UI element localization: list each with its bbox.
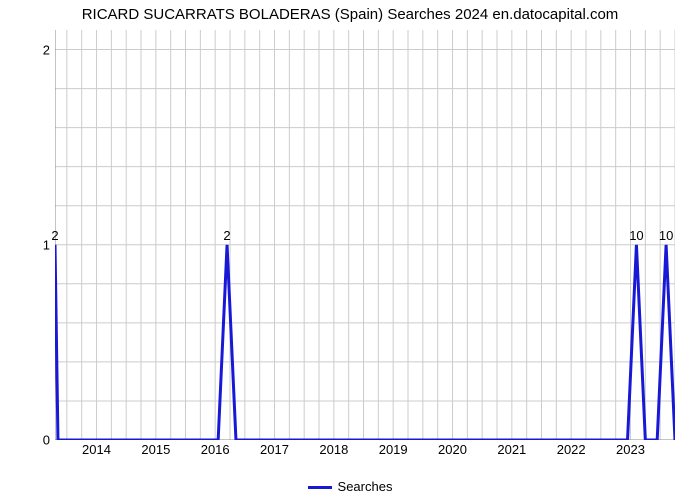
x-tick-label: 2021 <box>497 442 526 457</box>
x-tick-label: 2020 <box>438 442 467 457</box>
y-tick-label: 1 <box>43 237 50 252</box>
plot-area <box>55 30 675 440</box>
x-tick-label: 2014 <box>82 442 111 457</box>
peak-value-label: 10 <box>659 228 673 243</box>
x-tick-label: 2023 <box>616 442 645 457</box>
x-tick-label: 2016 <box>201 442 230 457</box>
peak-value-label: 10 <box>629 228 643 243</box>
data-line <box>55 245 675 440</box>
peak-value-label: 2 <box>51 228 58 243</box>
legend: Searches <box>0 479 700 494</box>
x-tick-label: 2015 <box>141 442 170 457</box>
legend-swatch <box>308 486 332 489</box>
y-tick-label: 2 <box>43 42 50 57</box>
chart-container: RICARD SUCARRATS BOLADERAS (Spain) Searc… <box>0 0 700 500</box>
peak-value-label: 2 <box>223 228 230 243</box>
chart-title: RICARD SUCARRATS BOLADERAS (Spain) Searc… <box>0 6 700 23</box>
x-tick-label: 2017 <box>260 442 289 457</box>
y-tick-label: 0 <box>43 433 50 448</box>
x-tick-label: 2018 <box>319 442 348 457</box>
x-tick-label: 2022 <box>557 442 586 457</box>
x-tick-label: 2019 <box>379 442 408 457</box>
legend-label: Searches <box>338 479 393 494</box>
